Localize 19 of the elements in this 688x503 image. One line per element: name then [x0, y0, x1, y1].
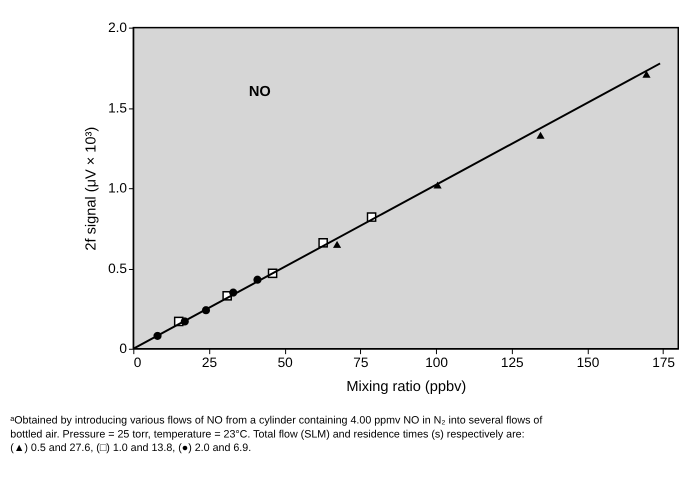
y-axis-title: 2f signal (μV × 10³) — [83, 126, 100, 251]
y-tick-label: 0.5 — [108, 260, 127, 276]
x-tick-label: 50 — [278, 354, 294, 370]
y-tick-label: 1.5 — [108, 100, 127, 116]
point — [536, 132, 545, 139]
x-tick-label: 0 — [134, 354, 142, 370]
x-tick-label: 25 — [202, 354, 218, 370]
text: ᵃObtained by introducing various flows of NO from a cylinder containing 4.00 ppmv NO in N₂ into several flows of bottled air. Pressure = 25 torr, temperature = 23°C. Total flow (SLM) and residence times (s) respectively are: (▲) 0.5 and 27.6, (□) 1.0 and 13.8, (●) 2.0 and 6.9. — [10, 414, 542, 454]
x-axis-title: Mixing ratio (ppbv) — [346, 379, 466, 396]
point — [333, 240, 342, 248]
y-tick-label: 2.0 — [108, 20, 128, 36]
x-tick-label: 150 — [576, 354, 600, 370]
x-tick-label: 75 — [353, 354, 368, 370]
y-tick-label: 0 — [119, 341, 128, 356]
annotation: NO — [248, 84, 271, 100]
x-tick-label: 125 — [500, 354, 524, 370]
x-tick-label: 175 — [652, 354, 675, 370]
x-tick-label: 100 — [425, 354, 448, 370]
y-tick-label: 1.0 — [108, 180, 128, 196]
